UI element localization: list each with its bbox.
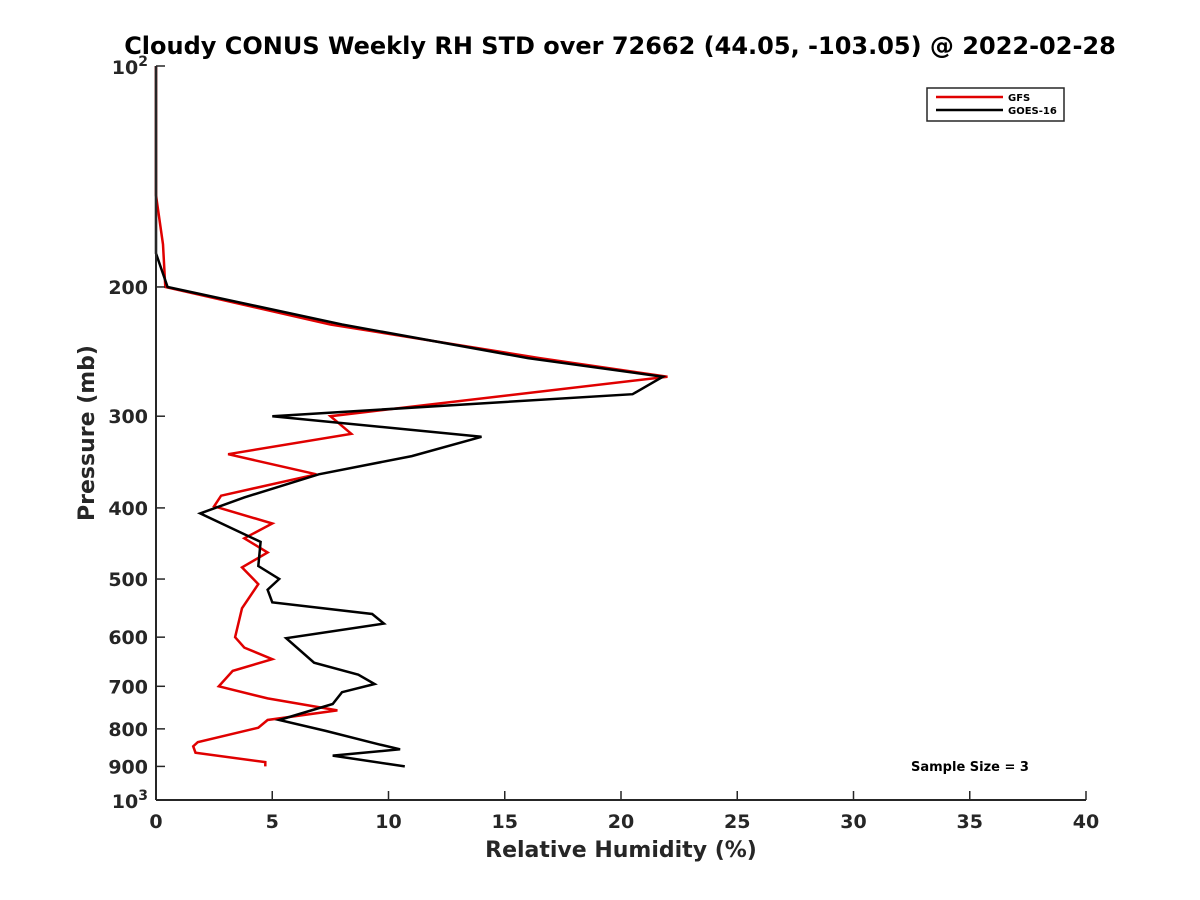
x-ticks: 0 5 10 15 20 25 30 35 40 [149, 791, 1099, 833]
y-tick-label: 800 [108, 719, 148, 741]
y-tick-label: 500 [108, 569, 148, 591]
x-tick-label: 25 [724, 811, 750, 833]
x-tick-label: 0 [149, 811, 162, 833]
sample-size-annotation: Sample Size = 3 [911, 760, 1029, 775]
y-tick-exponent: 2 [138, 54, 148, 70]
legend-label-gfs: GFS [1008, 93, 1030, 104]
y-tick-label: 103 [112, 788, 148, 813]
series-layer [154, 66, 668, 768]
y-tick-label: 200 [108, 277, 148, 299]
x-tick-label: 30 [840, 811, 866, 833]
x-tick-label: 40 [1073, 811, 1099, 833]
series-line-goes16 [154, 66, 667, 768]
legend: GFS GOES-16 [926, 87, 1065, 122]
y-tick-label: 600 [108, 627, 148, 649]
x-tick-label: 20 [608, 811, 634, 833]
x-tick-label: 15 [492, 811, 518, 833]
x-tick-label: 5 [266, 811, 279, 833]
y-axis-label: Pressure (mb) [75, 345, 100, 521]
series-line-gfs [154, 66, 668, 767]
y-tick-label: 300 [108, 406, 148, 428]
y-tick-label: 102 [112, 54, 148, 79]
x-tick-label: 35 [957, 811, 983, 833]
x-tick-label: 10 [375, 811, 401, 833]
y-tick-label: 900 [108, 756, 148, 778]
chart-title: Cloudy CONUS Weekly RH STD over 72662 (4… [124, 32, 1116, 60]
legend-label-goes16: GOES-16 [1008, 106, 1057, 117]
y-tick-base: 10 [112, 791, 138, 813]
legend-box [926, 87, 1065, 122]
y-tick-label: 400 [108, 498, 148, 520]
x-axis-label: Relative Humidity (%) [485, 838, 757, 863]
y-tick-base: 10 [112, 57, 138, 79]
y-tick-exponent: 3 [138, 788, 148, 804]
y-tick-label: 700 [108, 676, 148, 698]
